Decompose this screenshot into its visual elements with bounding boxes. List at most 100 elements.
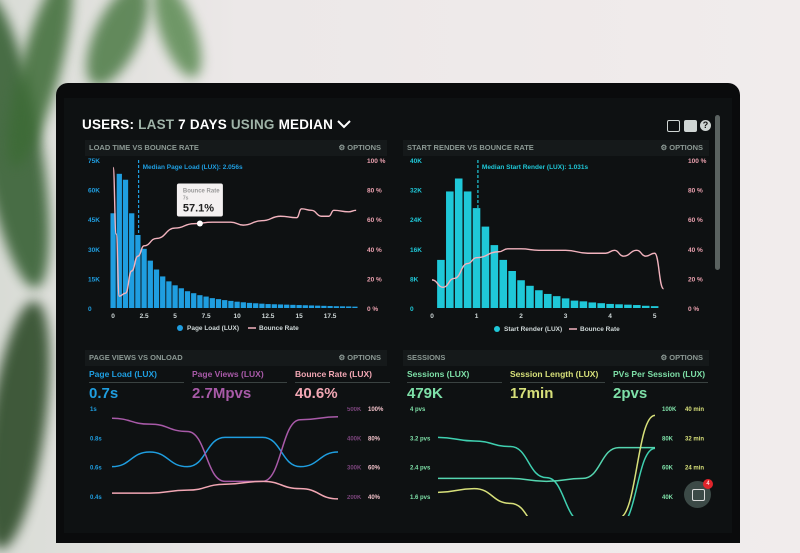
- y2-tick-label: 80 %: [688, 188, 703, 195]
- x-tick-label: 4: [608, 313, 612, 320]
- bar: [526, 285, 534, 308]
- chevron-down-icon[interactable]: [337, 120, 351, 129]
- legend-label: Bounce Rate: [580, 326, 620, 333]
- y-tick-label: 15K: [88, 276, 100, 283]
- legend-marker: [494, 326, 500, 332]
- bar: [234, 301, 240, 308]
- x-tick-label: 3: [564, 313, 568, 320]
- y-tick-label: 0: [88, 306, 92, 313]
- options-button[interactable]: ⚙ OPTIONS: [338, 353, 381, 362]
- bar: [296, 305, 302, 308]
- page-title[interactable]: USERS: LAST 7 DAYS USING MEDIAN: [82, 117, 351, 132]
- y3-tick-label: 40 min: [685, 407, 704, 413]
- series-line: [437, 414, 656, 516]
- tooltip-value: 57.1%: [183, 202, 214, 214]
- bar: [265, 304, 271, 308]
- bar: [197, 295, 203, 308]
- bar: [209, 298, 215, 308]
- options-button[interactable]: ⚙ OPTIONS: [660, 143, 703, 152]
- bar: [561, 298, 570, 308]
- y-tick-label: 0.4s: [90, 495, 102, 501]
- bar: [535, 290, 543, 308]
- y3-tick-label: 24 min: [685, 466, 704, 472]
- bar: [579, 301, 588, 308]
- bar: [552, 296, 561, 308]
- y2-tick-label: 500K: [347, 407, 362, 413]
- bar: [203, 296, 209, 308]
- panel-header-render: START RENDER VS BOUNCE RATE ⚙ OPTIONS: [403, 140, 709, 156]
- legend-label: Bounce Rate: [259, 325, 299, 332]
- bar: [517, 280, 525, 308]
- y2-tick-label: 20 %: [367, 276, 382, 283]
- y-tick-label: 4 pvs: [410, 407, 426, 413]
- metric-value: 2.7Mpvs: [192, 385, 252, 402]
- x-tick-label: 0: [111, 313, 115, 320]
- metric-label: Page Views (LUX): [192, 369, 287, 383]
- y-tick-label: 2.4 pvs: [410, 466, 431, 472]
- y-tick-label: 1s: [90, 407, 97, 413]
- share-icon[interactable]: [684, 120, 697, 132]
- y3-tick-label: 100%: [368, 407, 384, 413]
- bar: [481, 226, 490, 308]
- bar: [624, 304, 632, 308]
- x-tick-label: 5: [653, 313, 657, 320]
- x-tick-label: 1: [475, 313, 479, 320]
- y2-tick-label: 0 %: [688, 306, 699, 313]
- y-tick-label: 32K: [410, 188, 422, 195]
- scrollbar[interactable]: [715, 115, 720, 270]
- bar: [641, 305, 650, 308]
- series-line: [438, 446, 655, 483]
- metric-value: 40.6%: [295, 385, 338, 402]
- series-line: [112, 480, 339, 500]
- metric-value: 479K: [407, 385, 443, 402]
- x-tick-label: 5: [173, 313, 177, 320]
- panel-header-load: LOAD TIME VS BOUNCE RATE ⚙ OPTIONS: [85, 140, 387, 156]
- bar: [290, 304, 296, 308]
- bar: [454, 178, 463, 308]
- y2-tick-label: 100K: [662, 407, 677, 413]
- metric-label: Page Load (LUX): [89, 369, 184, 383]
- median-label: Median Page Load (LUX): 2.056s: [143, 164, 243, 171]
- y-tick-label: 30K: [88, 247, 100, 254]
- x-tick-label: 12.5: [262, 313, 275, 320]
- bar: [633, 305, 641, 308]
- y3-tick-label: 32 min: [685, 436, 704, 442]
- help-icon[interactable]: ?: [700, 120, 711, 131]
- bar: [135, 234, 141, 308]
- bar: [129, 213, 135, 308]
- x-tick-label: 0: [430, 313, 434, 320]
- bar: [615, 304, 623, 308]
- y2-tick-label: 60K: [662, 466, 674, 472]
- tooltip-title: Bounce Rate: [183, 188, 220, 194]
- bar: [490, 245, 499, 308]
- y-tick-label: 24K: [410, 217, 422, 224]
- tooltip-point: [196, 220, 203, 227]
- bar: [346, 306, 352, 308]
- legend-marker: [177, 325, 183, 331]
- y-tick-label: 0.8s: [90, 436, 102, 442]
- bar: [570, 300, 579, 308]
- y2-tick-label: 300K: [347, 466, 362, 472]
- bar: [253, 303, 259, 308]
- bar: [308, 305, 315, 308]
- panel-header-sessions: SESSIONS ⚙ OPTIONS: [403, 350, 709, 366]
- bar: [160, 276, 166, 308]
- y-tick-label: 75K: [88, 158, 100, 165]
- bar: [215, 299, 222, 308]
- median-label: Median Start Render (LUX): 1.031s: [482, 164, 589, 171]
- y-tick-label: 0.6s: [90, 466, 102, 472]
- panel-title: LOAD TIME VS BOUNCE RATE: [89, 143, 199, 152]
- options-button[interactable]: ⚙ OPTIONS: [660, 353, 703, 362]
- bar: [508, 271, 516, 308]
- bar: [178, 288, 184, 308]
- bar: [284, 304, 290, 308]
- options-button[interactable]: ⚙ OPTIONS: [338, 143, 381, 152]
- bounce-rate-line: [112, 166, 357, 297]
- monitor-icon[interactable]: [667, 120, 680, 132]
- y2-tick-label: 40 %: [688, 247, 703, 254]
- bar: [191, 293, 197, 308]
- bar: [240, 302, 246, 308]
- bar: [277, 304, 284, 308]
- bar: [339, 306, 346, 308]
